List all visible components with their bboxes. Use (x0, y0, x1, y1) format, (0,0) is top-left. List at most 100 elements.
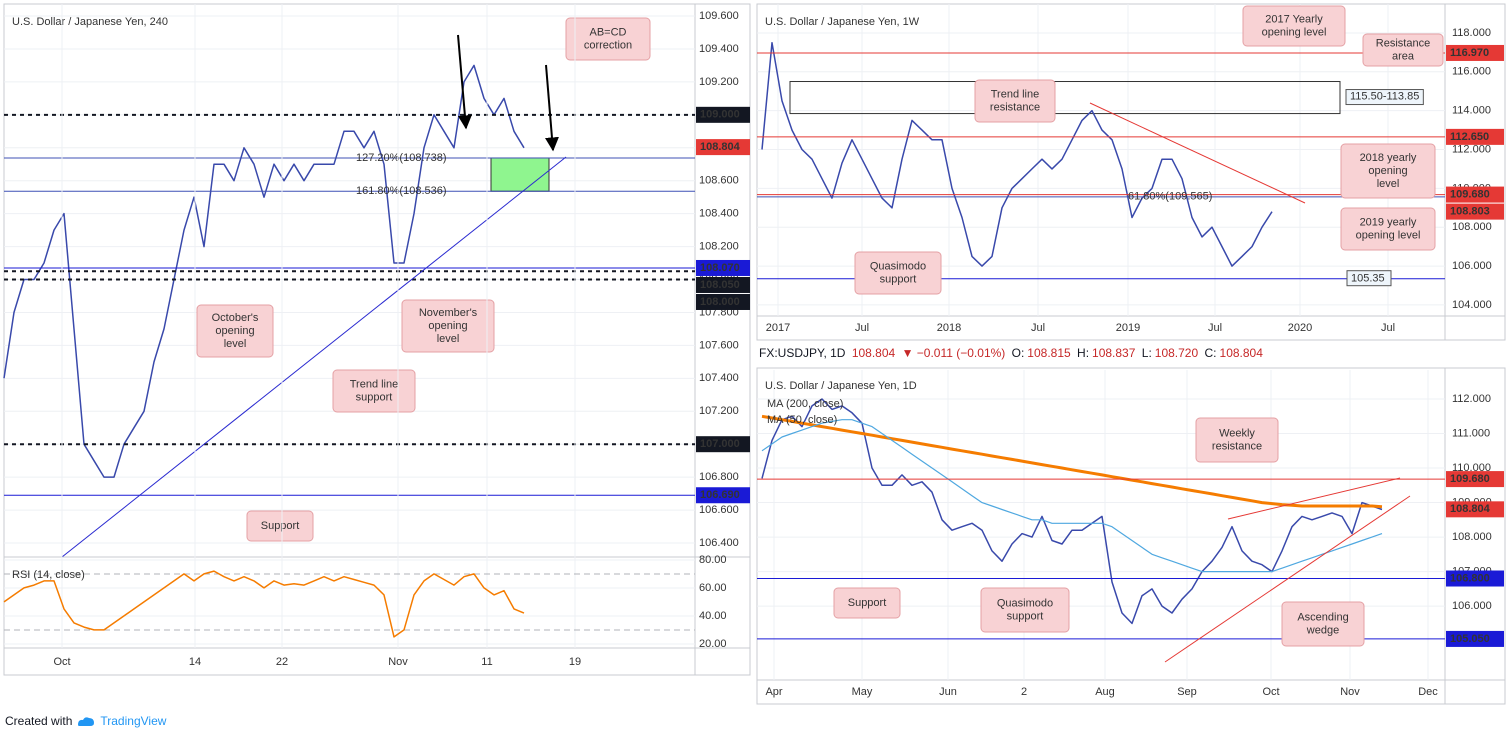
x-tick-label: Nov (1340, 686, 1360, 698)
callout-text: Support (261, 520, 300, 532)
y-tick-label: 107.200 (699, 405, 739, 417)
x-tick-label: 11 (481, 656, 492, 668)
price-tag (1446, 570, 1504, 587)
callout (1340, 143, 1436, 199)
zone-label-box (1345, 89, 1424, 106)
price-tag-label: 106.800 (1450, 572, 1490, 584)
y-tick-label: 40.00 (699, 610, 727, 622)
x-tick-label: 14 (189, 656, 201, 668)
price-tag-label: 106.690 (700, 489, 740, 501)
ohlc-value: 108.837 (1092, 346, 1136, 360)
brand[interactable]: TradingView (100, 714, 167, 728)
y-tick-label: 108.600 (699, 175, 739, 187)
chart-title: U.S. Dollar / Japanese Yen, 240 (12, 16, 168, 28)
y-tick-label: 116.000 (1452, 66, 1491, 78)
callout-text: level (437, 333, 460, 345)
y-tick-label: 108.000 (1452, 221, 1492, 233)
ohlc-key: L: (1141, 346, 1152, 360)
callout (1281, 601, 1365, 647)
drawing-line (457, 34, 472, 130)
x-tick-label: Jul (1381, 322, 1395, 334)
callout-text: AB=CD (590, 26, 627, 38)
x-tick-label: Jun (939, 686, 957, 698)
x-tick-label: Oct (53, 656, 70, 668)
x-tick-label: 2017 (766, 322, 790, 334)
price-tag (1446, 128, 1504, 145)
drawing-line (1089, 102, 1306, 204)
callout (1340, 207, 1436, 251)
x-tick-label: Jul (1208, 322, 1222, 334)
x-tick-label: 2018 (937, 322, 961, 334)
legend-entry: MA (200, close) (767, 398, 843, 410)
x-tick-label: Jul (1031, 322, 1045, 334)
y-tick-label: 118.000 (1452, 27, 1491, 39)
x-tick-label: May (852, 686, 873, 698)
footer: Created with TradingView (5, 714, 166, 728)
y-tick-label: 20.00 (699, 638, 727, 650)
y-tick-label: 109.600 (699, 10, 739, 22)
drawing-line (61, 156, 567, 558)
price-tag-label: 116.970 (1450, 47, 1489, 59)
y-tick-label: 108.400 (699, 208, 739, 220)
callout-text: level (224, 338, 247, 350)
y-tick-label: 109.400 (699, 43, 739, 55)
x-tick-label: Oct (1262, 686, 1279, 698)
y-tick-label: 109.200 (699, 76, 739, 88)
y-tick-label: 107.400 (699, 372, 739, 384)
callout (401, 299, 495, 353)
chart-title: U.S. Dollar / Japanese Yen, 1D (765, 380, 917, 392)
y-tick-label: 108.000 (1452, 531, 1492, 543)
price-line (761, 41, 1273, 267)
callout (833, 587, 901, 619)
callout-text: Quasimodo (997, 597, 1053, 609)
callout-text: correction (584, 39, 632, 51)
callout-text: opening (215, 325, 254, 337)
callout-text: support (356, 391, 393, 403)
y-tick-label: 112.000 (1452, 143, 1491, 155)
x-tick-label: 2020 (1288, 322, 1312, 334)
callout-text: 2018 yearly (1360, 152, 1417, 164)
price-tag (1446, 471, 1504, 488)
callout-text: 2019 yearly (1360, 216, 1417, 228)
callout-text: support (1007, 610, 1044, 622)
y-tick-label: 111.000 (1452, 427, 1490, 439)
x-tick-label: Dec (1418, 686, 1438, 698)
last-price: 108.804 (851, 346, 896, 360)
callout-text: Ascending (1297, 611, 1348, 623)
price-tag-label: 108.804 (1450, 503, 1491, 515)
callout (1362, 33, 1444, 67)
callout (565, 17, 651, 61)
x-tick-label: Aug (1095, 686, 1115, 698)
price-tag (1446, 501, 1504, 518)
x-tick-label: 22 (276, 656, 288, 668)
legend-entry: MA (50, close) (767, 414, 837, 426)
y-tick-label: 114.000 (1452, 105, 1491, 117)
price-tag-label: 109.680 (1450, 473, 1490, 485)
drawing-line (1164, 495, 1411, 663)
price-line (3, 570, 525, 638)
y-tick-label: 110.000 (1452, 462, 1491, 474)
callout (196, 304, 274, 358)
price-line (761, 414, 1383, 509)
ohlc-value: 108.720 (1154, 346, 1199, 360)
ohlc-value: 108.815 (1027, 346, 1071, 360)
callout-text: resistance (1212, 440, 1262, 452)
level-label: 161.80%(108.536) (356, 185, 447, 197)
level-label: 61.80%(109.565) (1128, 191, 1212, 203)
y-tick-label: 108.200 (699, 240, 739, 252)
price-tag-label: 105.050 (1450, 633, 1490, 645)
callout (854, 251, 942, 295)
callout-text: opening level (1262, 26, 1327, 38)
callout (980, 587, 1070, 633)
callout-text: October's (212, 312, 259, 324)
change: ▼ −0.011 (−0.01%) (901, 346, 1006, 360)
y-tick-label: 106.000 (1452, 260, 1492, 272)
price-tag-label: 108.804 (700, 141, 741, 153)
level-label: 127.20%(108.738) (356, 152, 447, 164)
price-tag (696, 106, 750, 123)
level-label-box (1346, 270, 1392, 287)
callout (974, 79, 1056, 123)
price-tag-label: 112.650 (1450, 131, 1489, 143)
